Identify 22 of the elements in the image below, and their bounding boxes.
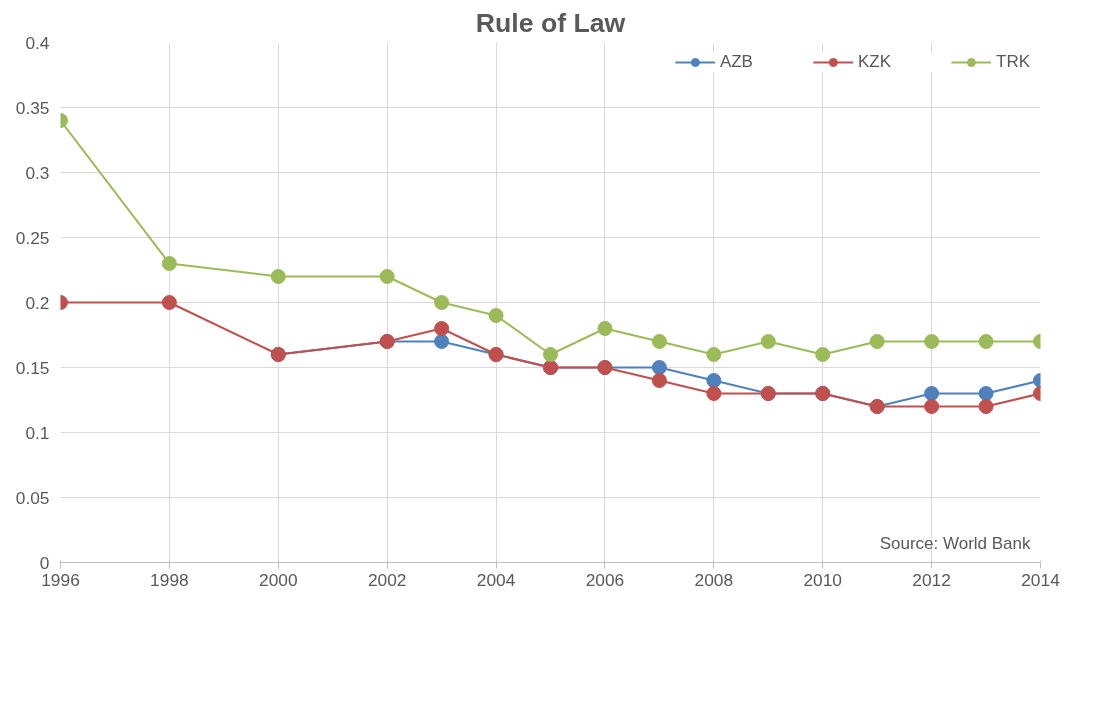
- x-tick-label: 1998: [150, 569, 189, 590]
- chart-title: Rule of Law: [475, 7, 626, 38]
- y-tick-label: 0.2: [25, 292, 50, 313]
- legend-label: AZB: [719, 52, 753, 72]
- x-tick-label: 2004: [476, 569, 516, 590]
- x-tick-label: 2010: [803, 569, 843, 590]
- y-tick-label: 0.1: [25, 422, 50, 443]
- legend-label: KZK: [857, 52, 891, 72]
- y-tick-label: 0.15: [15, 357, 50, 378]
- y-tick-label: 0.3: [25, 162, 50, 183]
- x-tick-label: 2012: [912, 569, 951, 590]
- x-tick-label: 2000: [259, 569, 298, 590]
- x-tick-label: 2014: [1021, 569, 1061, 590]
- y-tick-label: 0.35: [15, 97, 50, 118]
- y-tick-label: 0.05: [15, 487, 50, 508]
- legend-label: TRK: [996, 52, 1030, 72]
- x-tick-label: 2008: [694, 569, 734, 590]
- x-tick-label: 2002: [367, 569, 407, 590]
- x-tick-label: 2006: [585, 569, 625, 590]
- annotation: Source: World Bank: [879, 533, 1031, 553]
- y-tick-label: 0.25: [15, 227, 50, 248]
- y-tick-label: 0.4: [25, 32, 50, 53]
